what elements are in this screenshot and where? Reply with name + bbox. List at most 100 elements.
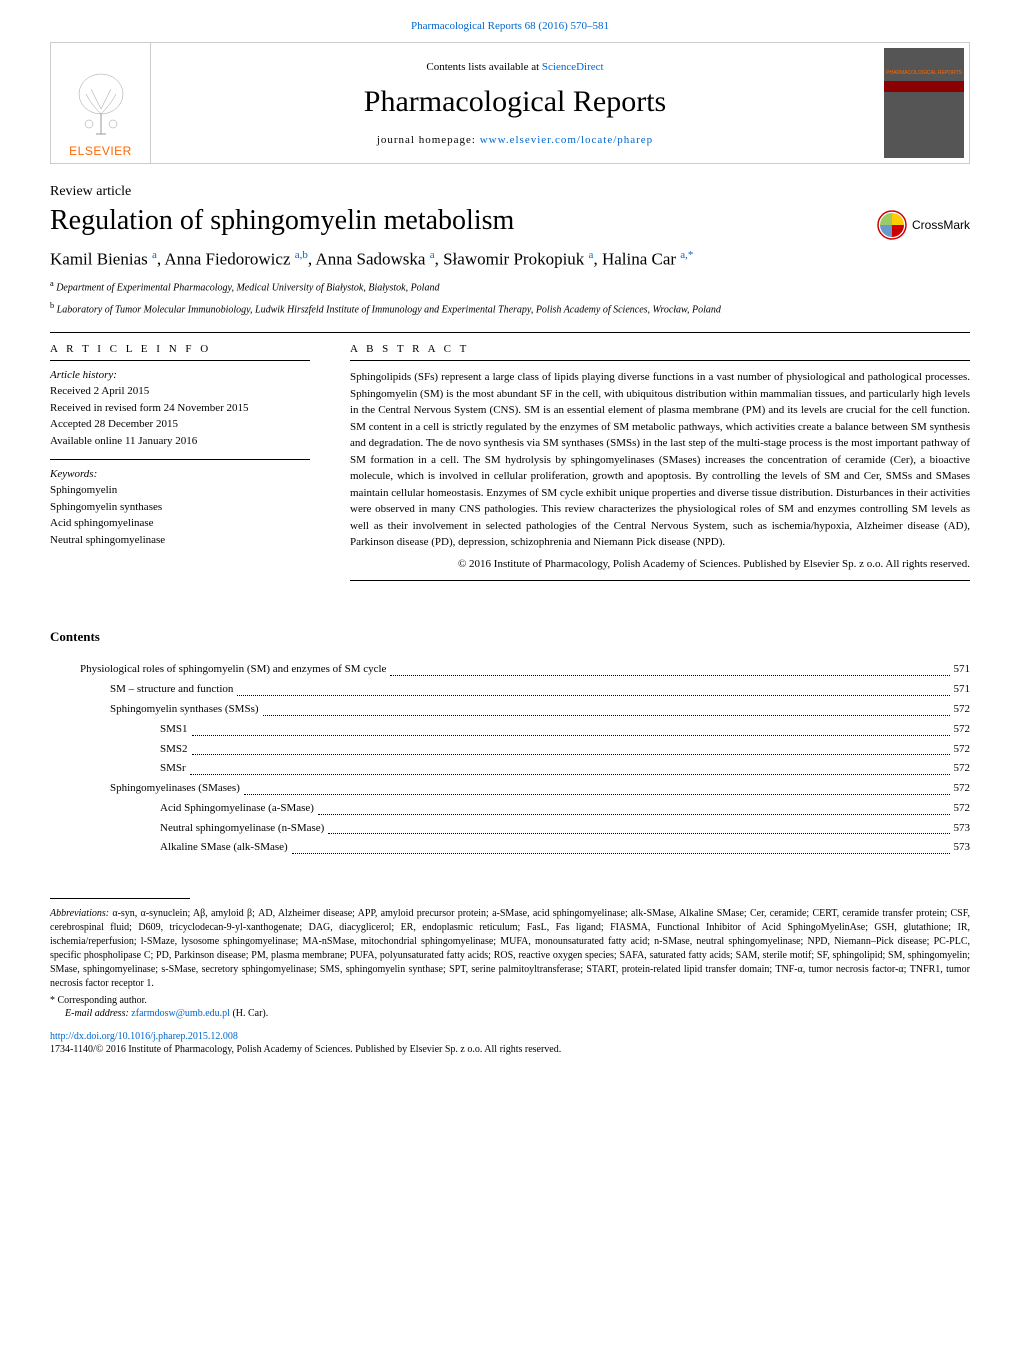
doi-link[interactable]: http://dx.doi.org/10.1016/j.pharep.2015.… bbox=[50, 1031, 238, 1042]
article-type: Review article bbox=[50, 184, 970, 200]
crossmark-icon bbox=[877, 210, 907, 240]
email-suffix: (H. Car). bbox=[230, 1008, 268, 1019]
publisher-logo: ELSEVIER bbox=[51, 43, 151, 163]
abstract-section: A B S T R A C T Sphingolipids (SFs) repr… bbox=[350, 343, 970, 589]
toc-dots bbox=[192, 740, 950, 756]
homepage-label: journal homepage: bbox=[377, 134, 480, 146]
toc-item: Neutral sphingomyelinase (n-SMase) 573 bbox=[50, 819, 970, 839]
elsevier-tree-icon bbox=[71, 69, 131, 139]
divider bbox=[50, 332, 970, 333]
contents-title: Contents bbox=[50, 629, 970, 645]
crossmark-badge[interactable]: CrossMark bbox=[877, 210, 970, 240]
history-item: Received in revised form 24 November 201… bbox=[50, 400, 310, 417]
toc-dots bbox=[192, 720, 950, 736]
toc-page: 572 bbox=[954, 700, 971, 720]
contents-section: Contents Physiological roles of sphingom… bbox=[50, 629, 970, 858]
history-item: Received 2 April 2015 bbox=[50, 383, 310, 400]
authors: Kamil Bienias a, Anna Fiedorowicz a,b, A… bbox=[50, 249, 970, 270]
toc-text: SMS2 bbox=[160, 740, 188, 760]
article-info: A R T I C L E I N F O Article history: R… bbox=[50, 343, 310, 589]
toc-text: SMSr bbox=[160, 759, 186, 779]
copyright: © 2016 Institute of Pharmacology, Polish… bbox=[350, 556, 970, 573]
affiliation: a Department of Experimental Pharmacolog… bbox=[50, 278, 970, 295]
top-reference: Pharmacological Reports 68 (2016) 570–58… bbox=[50, 20, 970, 32]
title-row: Regulation of sphingomyelin metabolism C… bbox=[50, 205, 970, 249]
toc-text: Physiological roles of sphingomyelin (SM… bbox=[80, 660, 386, 680]
toc-dots bbox=[292, 838, 950, 854]
journal-name: Pharmacological Reports bbox=[166, 85, 864, 119]
homepage-link[interactable]: www.elsevier.com/locate/pharep bbox=[480, 134, 653, 146]
keywords-list: SphingomyelinSphingomyelin synthasesAcid… bbox=[50, 482, 310, 548]
corresponding-author: * Corresponding author. bbox=[50, 995, 970, 1006]
toc-text: Sphingomyelin synthases (SMSs) bbox=[110, 700, 259, 720]
abstract-header: A B S T R A C T bbox=[350, 343, 970, 355]
keyword-item: Sphingomyelin bbox=[50, 482, 310, 499]
history-item: Accepted 28 December 2015 bbox=[50, 416, 310, 433]
abstract-text: Sphingolipids (SFs) represent a large cl… bbox=[350, 369, 970, 551]
sciencedirect-link[interactable]: ScienceDirect bbox=[542, 61, 604, 73]
journal-cover-thumbnail: PHARMACOLOGICAL REPORTS bbox=[884, 48, 964, 158]
abbrev-text: α-syn, α-synuclein; Aβ, amyloid β; AD, A… bbox=[50, 908, 970, 989]
toc-item: Alkaline SMase (alk-SMase)573 bbox=[50, 838, 970, 858]
toc-page: 572 bbox=[954, 799, 971, 819]
toc-item: Sphingomyelinases (SMases) 572 bbox=[50, 779, 970, 799]
cover-text: PHARMACOLOGICAL REPORTS bbox=[886, 70, 962, 76]
elsevier-label: ELSEVIER bbox=[69, 144, 132, 158]
toc-item: SMS1 572 bbox=[50, 720, 970, 740]
toc-text: Alkaline SMase (alk-SMase) bbox=[160, 838, 288, 858]
banner-center: Contents lists available at ScienceDirec… bbox=[151, 46, 879, 161]
keyword-item: Sphingomyelin synthases bbox=[50, 499, 310, 516]
toc-page: 572 bbox=[954, 720, 971, 740]
toc-item: Acid Sphingomyelinase (a-SMase) 572 bbox=[50, 799, 970, 819]
crossmark-label: CrossMark bbox=[912, 218, 970, 232]
article-title: Regulation of sphingomyelin metabolism bbox=[50, 205, 514, 237]
toc-dots bbox=[263, 700, 950, 716]
toc-item: Physiological roles of sphingomyelin (SM… bbox=[50, 660, 970, 680]
contents-available: Contents lists available at ScienceDirec… bbox=[166, 61, 864, 73]
toc-dots bbox=[190, 759, 950, 775]
toc-list: Physiological roles of sphingomyelin (SM… bbox=[50, 660, 970, 858]
toc-text: SM – structure and function bbox=[110, 680, 233, 700]
toc-page: 572 bbox=[954, 759, 971, 779]
toc-text: Acid Sphingomyelinase (a-SMase) bbox=[160, 799, 314, 819]
toc-text: SMS1 bbox=[160, 720, 188, 740]
email-line: E-mail address: zfarmdosw@umb.edu.pl (H.… bbox=[50, 1008, 970, 1019]
toc-text: Sphingomyelinases (SMases) bbox=[110, 779, 240, 799]
email-link[interactable]: zfarmdosw@umb.edu.pl bbox=[131, 1008, 230, 1019]
toc-page: 571 bbox=[954, 680, 971, 700]
affiliation: b Laboratory of Tumor Molecular Immunobi… bbox=[50, 300, 970, 317]
toc-page: 571 bbox=[954, 660, 971, 680]
toc-page: 572 bbox=[954, 740, 971, 760]
info-divider bbox=[50, 459, 310, 460]
keywords-label: Keywords: bbox=[50, 468, 310, 480]
toc-item: SMSr 572 bbox=[50, 759, 970, 779]
toc-text: Neutral sphingomyelinase (n-SMase) bbox=[160, 819, 324, 839]
toc-dots bbox=[318, 799, 950, 815]
toc-dots bbox=[244, 779, 950, 795]
toc-item: Sphingomyelin synthases (SMSs) 572 bbox=[50, 700, 970, 720]
toc-item: SMS2 572 bbox=[50, 740, 970, 760]
footnote-divider bbox=[50, 898, 190, 899]
abstract-divider bbox=[350, 360, 970, 361]
doi: http://dx.doi.org/10.1016/j.pharep.2015.… bbox=[50, 1031, 970, 1042]
contents-available-text: Contents lists available at bbox=[426, 61, 541, 73]
journal-banner: ELSEVIER Contents lists available at Sci… bbox=[50, 42, 970, 164]
history-label: Article history: bbox=[50, 369, 310, 381]
abbrev-label: Abbreviations: bbox=[50, 908, 109, 919]
journal-homepage: journal homepage: www.elsevier.com/locat… bbox=[166, 134, 864, 146]
toc-dots bbox=[328, 819, 949, 835]
history-list: Received 2 April 2015Received in revised… bbox=[50, 383, 310, 449]
toc-page: 572 bbox=[954, 779, 971, 799]
toc-page: 573 bbox=[954, 819, 971, 839]
info-abstract-row: A R T I C L E I N F O Article history: R… bbox=[50, 343, 970, 589]
info-header: A R T I C L E I N F O bbox=[50, 343, 310, 355]
history-item: Available online 11 January 2016 bbox=[50, 433, 310, 450]
toc-dots bbox=[390, 660, 949, 676]
abbreviations: Abbreviations: α-syn, α-synuclein; Aβ, a… bbox=[50, 907, 970, 991]
abstract-end-divider bbox=[350, 580, 970, 581]
email-label: E-mail address: bbox=[65, 1008, 131, 1019]
issn-copyright: 1734-1140/© 2016 Institute of Pharmacolo… bbox=[50, 1044, 970, 1055]
toc-dots bbox=[237, 680, 949, 696]
info-divider bbox=[50, 360, 310, 361]
affiliations: a Department of Experimental Pharmacolog… bbox=[50, 278, 970, 318]
